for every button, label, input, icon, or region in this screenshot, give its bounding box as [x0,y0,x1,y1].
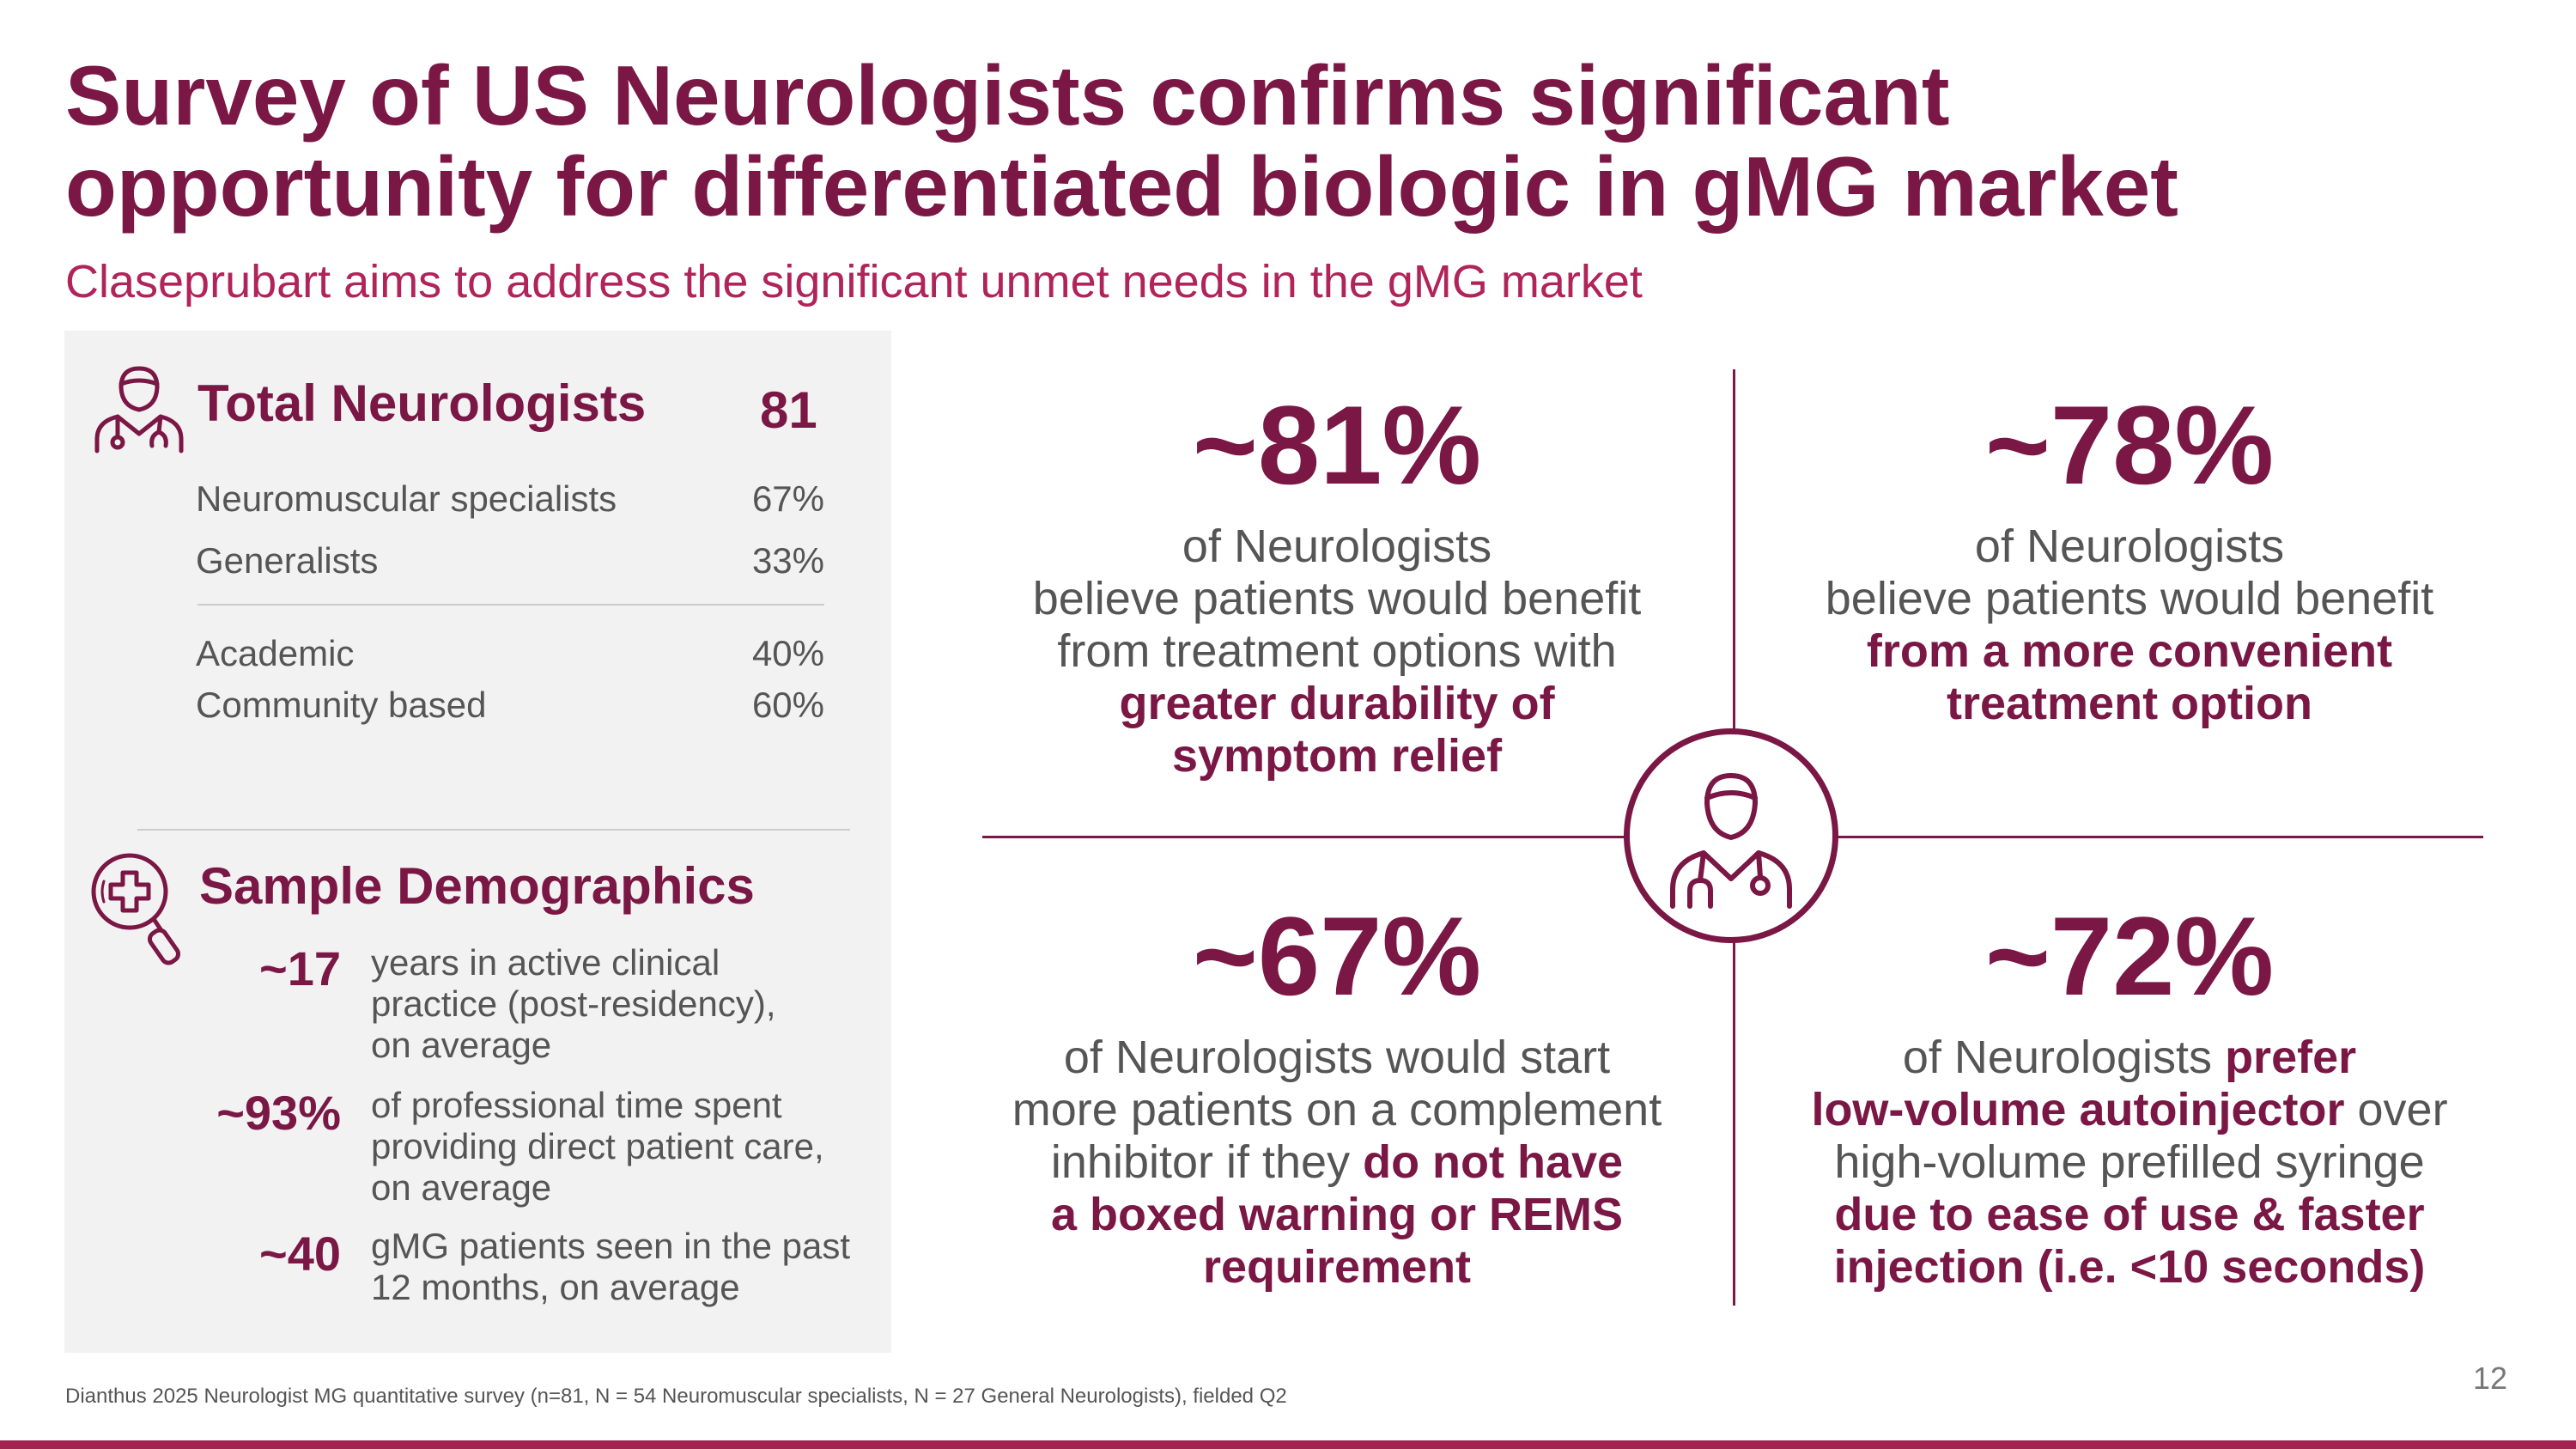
demographic-value: ~17 [259,941,341,995]
survey-panel: Total Neurologists 81 Neuromuscular spec… [64,331,891,1353]
quadrant-stat: ~67% [1192,893,1482,1019]
demographic-value: ~40 [259,1227,341,1281]
footer-bar [0,1440,2576,1449]
stat-row: Academic 40% [196,630,824,678]
total-neurologists-value: 81 [760,381,817,439]
stat-row: Generalists 33% [196,537,824,585]
stat-label: Community based [196,685,487,725]
quadrant-description: of Neurologists believe patients would b… [1032,521,1642,782]
page-subtitle: Claseprubart aims to address the signifi… [65,256,1643,307]
stat-quadrant-81: ~81% of Neurologists believe patients wo… [968,385,1706,782]
stat-row: Neuromuscular specialists 67% [196,475,824,523]
demographic-description: years in active clinical practice (post-… [371,942,776,1065]
demographic-value: ~93% [216,1086,341,1140]
stat-quadrant-67: ~67% of Neurologists would start more pa… [968,896,1706,1294]
panel-divider [197,604,824,606]
quadrant-description: of Neurologists prefer low-volume autoin… [1811,1032,2448,1293]
total-neurologists-label: Total Neurologists [197,374,647,432]
stat-quadrant-78: ~78% of Neurologists believe patients wo… [1760,385,2499,730]
page-title: Survey of US Neurologists confirms signi… [65,50,2470,232]
stat-value: 67% [751,478,824,519]
quadrant-stat: ~81% [1192,382,1482,508]
quadrant-divider-horizontal-left [982,836,1625,838]
quadrant-stat: ~72% [1984,893,2275,1019]
stat-row: Community based 60% [196,681,824,729]
source-footnote: Dianthus 2025 Neurologist MG quantitativ… [65,1385,1287,1408]
title-line-2: opportunity for differentiated biologic … [65,139,2178,234]
stat-label: Generalists [196,540,379,581]
title-line-1: Survey of US Neurologists confirms signi… [65,48,1950,143]
stat-value: 40% [751,633,824,673]
doctor-icon [90,362,188,454]
stat-quadrant-72: ~72% of Neurologists prefer low-volume a… [1760,896,2499,1294]
demographic-description: of professional time spent providing dir… [371,1085,824,1208]
stat-value: 33% [751,540,824,581]
quadrant-description: of Neurologists believe patients would b… [1825,521,2434,729]
quadrant-description: of Neurologists would start more patient… [1012,1032,1662,1293]
center-badge [1624,728,1838,943]
stat-label: Neuromuscular specialists [196,478,617,519]
sample-demographics-label: Sample Demographics [199,857,755,915]
medical-search-icon [88,850,191,971]
demographic-description: gMG patients seen in the past 12 months,… [371,1226,850,1307]
stat-label: Academic [196,633,355,673]
doctor-stethoscope-icon [1670,773,1792,909]
quadrant-stat: ~78% [1984,382,2275,508]
quadrant-divider-horizontal-right [1838,836,2483,838]
stat-value: 60% [751,685,824,725]
section-divider [137,829,850,831]
page-number: 12 [2472,1361,2507,1396]
